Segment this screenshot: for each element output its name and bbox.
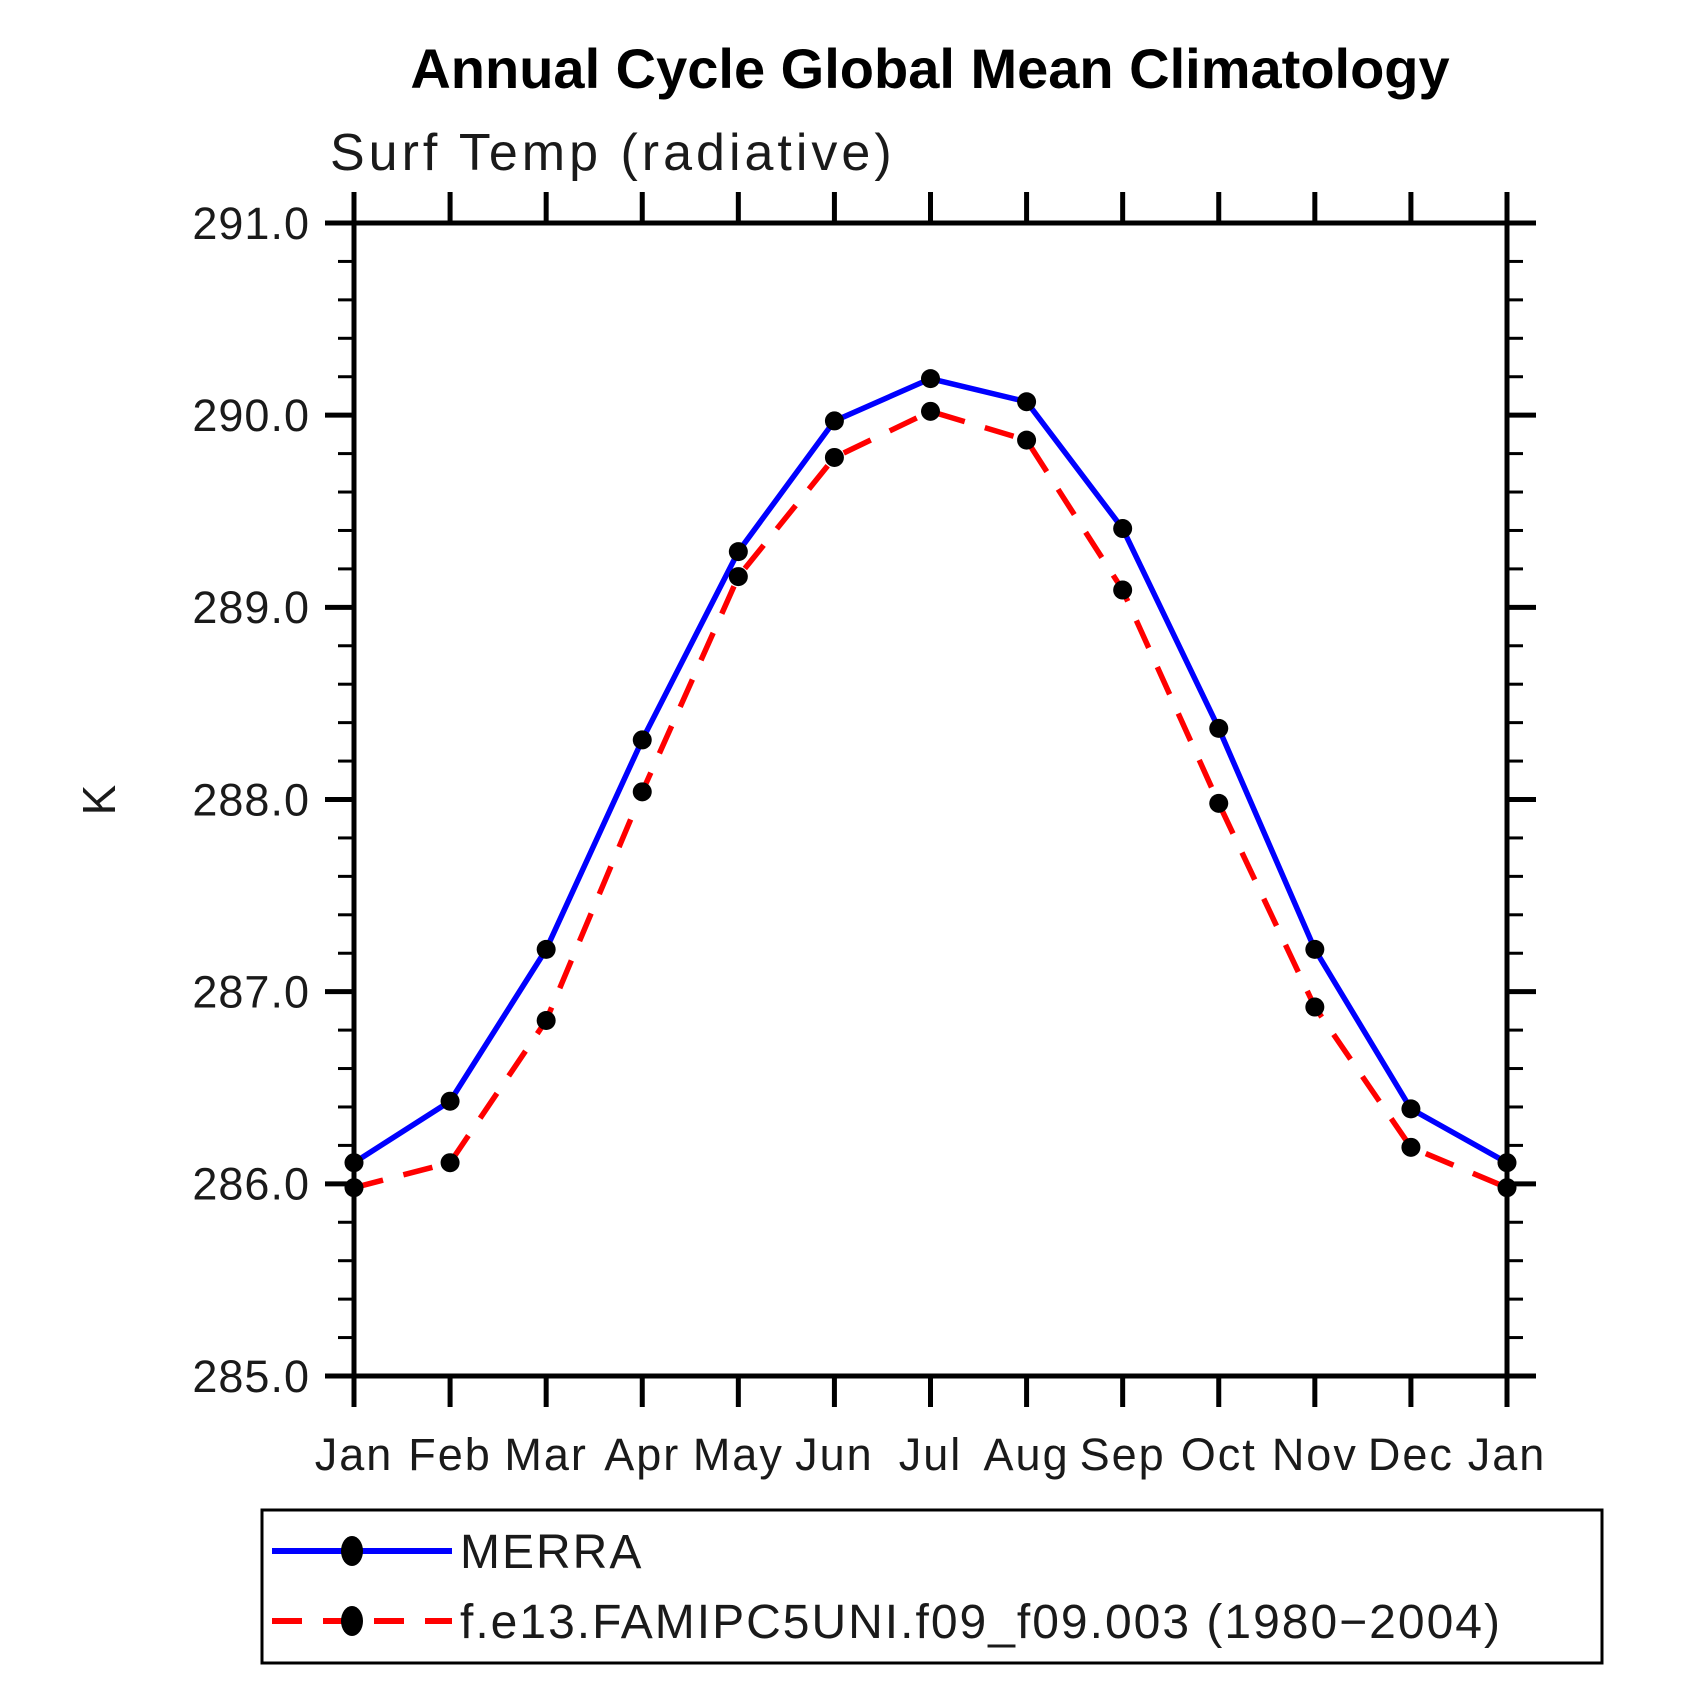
legend-merra-marker bbox=[341, 1536, 363, 1566]
data-point-s1-9 bbox=[1209, 793, 1229, 813]
x-tick-label: Jan bbox=[1468, 1429, 1547, 1480]
y-tick-label: 285.0 bbox=[192, 1351, 310, 1402]
x-tick-label: Jan bbox=[315, 1429, 394, 1480]
x-tick-label: Oct bbox=[1181, 1429, 1257, 1480]
x-tick-label: Sep bbox=[1080, 1429, 1166, 1480]
data-point-s1-7 bbox=[1017, 430, 1037, 450]
x-tick-label: Mar bbox=[504, 1429, 588, 1480]
data-point-s1-11 bbox=[1401, 1137, 1421, 1157]
data-point-s0-5 bbox=[824, 411, 844, 431]
axes-layer: 285.0 286.0 287.0 288.0 289.0 290.0 291.0 Jan Fe… bbox=[192, 192, 1547, 1480]
x-tick-label: Aug bbox=[984, 1429, 1070, 1480]
data-point-s1-8 bbox=[1113, 580, 1133, 600]
data-point-s1-2 bbox=[536, 1010, 556, 1030]
data-point-s0-7 bbox=[1017, 392, 1037, 412]
data-point-s1-4 bbox=[728, 567, 748, 587]
data-point-s0-6 bbox=[921, 369, 940, 389]
chart-subtitle: Surf Temp (radiative) bbox=[330, 124, 896, 182]
data-point-s1-3 bbox=[632, 782, 652, 802]
data-point-s0-2 bbox=[536, 939, 556, 959]
data-point-s0-9 bbox=[1209, 718, 1229, 738]
x-tick-label: May bbox=[693, 1429, 784, 1480]
data-point-s0-10 bbox=[1305, 939, 1325, 959]
y-tick-label: 288.0 bbox=[192, 774, 310, 825]
x-tick-label: Jul bbox=[899, 1429, 963, 1480]
data-point-s0-1 bbox=[440, 1091, 460, 1111]
data-point-s0-3 bbox=[632, 730, 652, 750]
plot-frame bbox=[351, 220, 1510, 1379]
legend: MERRA f.e13.FAMIPC5UNI.f09_f09.003 (1980… bbox=[260, 1508, 1604, 1665]
series-layer bbox=[344, 369, 1517, 1198]
series-line-0 bbox=[352, 375, 1509, 1166]
x-tick-label: Jun bbox=[795, 1429, 874, 1480]
legend-model-label: f.e13.FAMIPC5UNI.f09_f09.003 (1980−2004) bbox=[460, 1596, 1502, 1649]
x-tick-label: Nov bbox=[1272, 1429, 1358, 1480]
data-point-s1-1 bbox=[440, 1153, 460, 1173]
chart-title: Annual Cycle Global Mean Climatology bbox=[410, 37, 1449, 100]
data-point-s1-5 bbox=[824, 447, 844, 467]
x-tick-label: Dec bbox=[1368, 1429, 1454, 1480]
y-tick-label: 291.0 bbox=[192, 198, 310, 249]
y-tick-label: 290.0 bbox=[192, 390, 310, 441]
y-tick-label: 289.0 bbox=[192, 582, 310, 633]
legend-merra-label: MERRA bbox=[460, 1526, 643, 1579]
data-point-s1-10 bbox=[1305, 997, 1325, 1017]
data-point-s0-11 bbox=[1401, 1099, 1421, 1119]
y-tick-label: 286.0 bbox=[192, 1159, 310, 1210]
legend-box bbox=[260, 1508, 1604, 1665]
data-point-s0-8 bbox=[1113, 519, 1133, 539]
data-point-s1-6 bbox=[921, 401, 940, 421]
data-point-s0-4 bbox=[728, 542, 748, 562]
legend-model-marker bbox=[341, 1606, 363, 1636]
y-tick-label: 287.0 bbox=[192, 966, 310, 1017]
x-tick-label: Apr bbox=[604, 1429, 680, 1480]
y-axis-label: K bbox=[73, 784, 125, 815]
x-tick-label: Feb bbox=[408, 1429, 492, 1480]
series-line-1 bbox=[353, 408, 1509, 1191]
